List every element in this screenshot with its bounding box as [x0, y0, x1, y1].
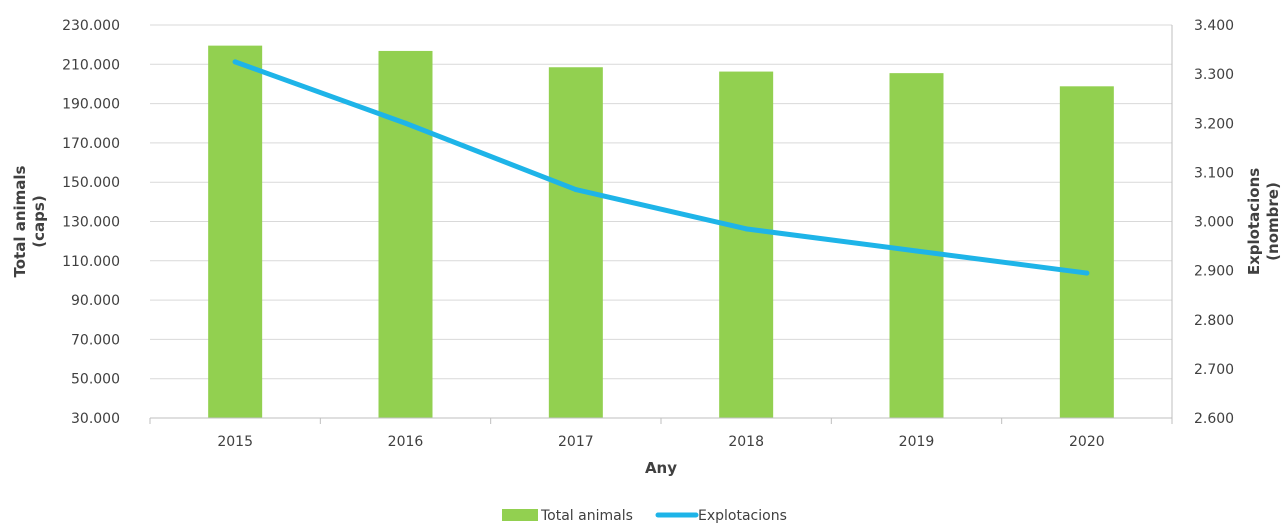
y-axis-title-line: Total animals	[11, 165, 29, 277]
y-axis-title: Total animals(caps)	[11, 165, 48, 277]
bar	[548, 67, 603, 418]
bar	[378, 50, 433, 419]
y2-tick-label: 3.400	[1194, 18, 1234, 34]
legend: Total animals Explotacions	[502, 508, 787, 524]
y2-tick-label: 3.300	[1194, 67, 1234, 83]
legend-label-total-animals: Total animals	[540, 508, 633, 524]
bar	[1059, 86, 1114, 419]
y-tick-label: 210.000	[62, 57, 120, 73]
x-tick-label: 2016	[388, 434, 424, 450]
x-tick-label: 2019	[899, 434, 935, 450]
y-tick-label: 110.000	[62, 254, 120, 270]
y-axis-title-line: (caps)	[30, 195, 48, 247]
x-axis-title: Any	[645, 459, 677, 477]
x-tick-label: 2017	[558, 434, 594, 450]
legend-label-explotacions: Explotacions	[698, 508, 787, 524]
y-tick-label: 50.000	[71, 372, 120, 388]
y2-tick-label: 2.900	[1194, 264, 1234, 280]
y-tick-label: 150.000	[62, 175, 120, 191]
y2-tick-label: 3.000	[1194, 215, 1234, 231]
y-tick-labels: 30.000 50.000 70.000 90.000 110.000 130.000 15…	[62, 18, 120, 427]
y2-tick-labels: 2.600 2.700 2.800 2.900 3.000 3.100 3.200 3.300…	[1194, 18, 1234, 427]
line-point	[403, 120, 408, 126]
y2-tick-label: 2.600	[1194, 411, 1234, 427]
x-tick-labels: 2015 2016 2017 2018 2019 2020	[217, 434, 1104, 450]
axis-titles: Any Total animals(caps) Explotacions(nombr…	[11, 165, 1282, 477]
y-tick-label: 170.000	[62, 136, 120, 152]
line-point	[914, 248, 919, 254]
y-tick-label: 70.000	[71, 332, 120, 348]
x-tick-label: 2018	[728, 434, 764, 450]
line-series	[232, 59, 1090, 276]
y2-tick-label: 2.700	[1194, 362, 1234, 378]
y2-axis-title-line: Explotacions	[1245, 168, 1263, 275]
bar	[889, 73, 944, 418]
bars	[208, 45, 1114, 419]
line-point	[743, 226, 749, 232]
x-tick-label: 2020	[1069, 434, 1105, 450]
y2-tick-label: 2.800	[1194, 313, 1234, 329]
explotacions-line	[232, 59, 1090, 276]
line-point	[1084, 270, 1090, 276]
y2-tick-label: 3.100	[1194, 165, 1234, 181]
x-tick-label: 2015	[217, 434, 253, 450]
line-point	[573, 187, 579, 193]
legend-swatch-total-animals	[502, 509, 538, 521]
line-point	[232, 59, 238, 65]
y-tick-label: 90.000	[71, 293, 120, 309]
axes	[149, 25, 1173, 424]
y2-axis-title-line: (nombre)	[1264, 182, 1282, 261]
bar	[208, 45, 263, 418]
y-tick-label: 190.000	[62, 97, 120, 113]
y2-tick-label: 3.200	[1194, 116, 1234, 132]
y2-axis-title: Explotacions(nombre)	[1245, 168, 1282, 275]
gridlines	[150, 24, 1172, 419]
y-tick-label: 30.000	[71, 411, 120, 427]
y-tick-label: 130.000	[62, 215, 120, 231]
bar	[719, 71, 774, 419]
y-tick-label: 230.000	[62, 18, 120, 34]
